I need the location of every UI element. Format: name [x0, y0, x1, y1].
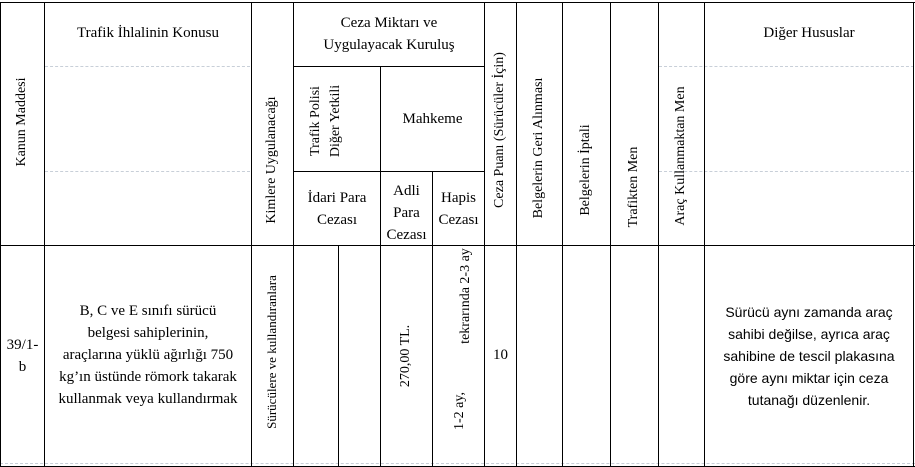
- col-rule: [251, 2, 252, 467]
- grid-guide: [45, 66, 250, 67]
- header-idari-line1: İdari Para: [307, 190, 367, 206]
- header-idari-line2: Cezası: [317, 212, 357, 228]
- rule-ceza-sub: [293, 66, 484, 67]
- col-rule: [380, 66, 381, 467]
- row-kimlere: Sürücülere ve kullandıranlara: [264, 275, 279, 429]
- header-hapis-line2: Cezası: [438, 212, 479, 228]
- row-madde-line1: 39/1-: [6, 337, 39, 353]
- header-hapis-line1: Hapis: [441, 190, 476, 206]
- header-belge-iptal: Belgelerin İptali: [578, 124, 593, 216]
- header-konu: Trafik İhlalinin Konusu: [77, 25, 219, 41]
- table-border-left: [0, 2, 1, 467]
- rule-ceza-sub2: [293, 171, 484, 172]
- row-diger-line: Sürücü aynı zamanda araç: [725, 304, 893, 320]
- col-rule: [704, 2, 705, 467]
- grid-guide: [0, 463, 915, 464]
- row-hapis-line2: 1-2 ay,: [452, 392, 467, 430]
- col-rule: [658, 2, 659, 467]
- row-konu-line: araçlarına yüklü ağırlığı 750: [62, 347, 234, 363]
- trafik-polisi-line1: Trafik Polisi: [308, 86, 323, 156]
- header-belge-geri: Belgelerin Geri Alınması: [531, 77, 546, 219]
- header-diger: Diğer Hususlar: [763, 25, 855, 41]
- row-konu-line: belgesi sahiplerinin,: [87, 325, 209, 341]
- header-ceza-line2: Uygulayacak Kuruluş: [323, 37, 455, 53]
- header-adli-line3: Cezası: [386, 227, 427, 243]
- col-rule: [44, 2, 45, 467]
- header-ceza-line1: Ceza Miktarı ve: [340, 15, 438, 31]
- header-trafik-polisi: Trafik Polisi Diğer Yetkili: [306, 85, 346, 157]
- header-trafikten-men: Trafikten Men: [626, 146, 641, 228]
- header-arac-men: Araç Kullanmaktan Men: [673, 86, 688, 226]
- header-adli-line2: Para: [393, 205, 420, 221]
- row-diger-line: tutanağı düzenlenir.: [747, 392, 871, 408]
- header-kanun-maddesi: Kanun Maddesi: [14, 77, 29, 167]
- header-bottom-rule: [0, 245, 915, 246]
- col-rule: [338, 245, 339, 467]
- row-konu-line: B, C ve E sınıfı sürücü: [79, 303, 217, 319]
- row-diger-line: göre aynı miktar için ceza: [729, 370, 889, 386]
- col-rule: [432, 171, 433, 467]
- row-diger-line: sahibi değilse, ayrıca araç: [728, 326, 890, 342]
- trafik-polisi-line2: Diğer Yetkili: [328, 84, 343, 158]
- col-rule: [516, 2, 517, 467]
- col-rule: [562, 2, 563, 467]
- grid-guide: [45, 171, 250, 172]
- row-ceza-puani: 10: [493, 347, 508, 363]
- col-rule: [484, 2, 485, 467]
- table-border-top: [0, 2, 915, 3]
- header-adli-line1: Adli: [393, 183, 420, 199]
- row-diger-line: sahibine de tescil plakasına: [723, 348, 895, 364]
- grid-guide: [659, 66, 914, 67]
- header-kimlere: Kimlere Uygulanacağı: [264, 96, 279, 224]
- header-mahkeme: Mahkeme: [402, 111, 463, 127]
- row-konu-line: kg’ın üstünde römork takarak: [59, 369, 237, 385]
- header-ceza-puani: Ceza Puanı (Sürücüler İçin): [492, 52, 507, 208]
- row-hapis-line1: tekrarında 2-3 ay: [458, 248, 473, 344]
- col-rule: [293, 2, 294, 467]
- grid-guide: [659, 171, 914, 172]
- row-konu-line: kullanmak veya kullandırmak: [58, 391, 238, 407]
- row-adli-para: 270,00 TL.: [398, 324, 413, 388]
- row-madde-line2: b: [18, 359, 27, 375]
- table-border-right: [913, 2, 914, 467]
- col-rule: [610, 2, 611, 467]
